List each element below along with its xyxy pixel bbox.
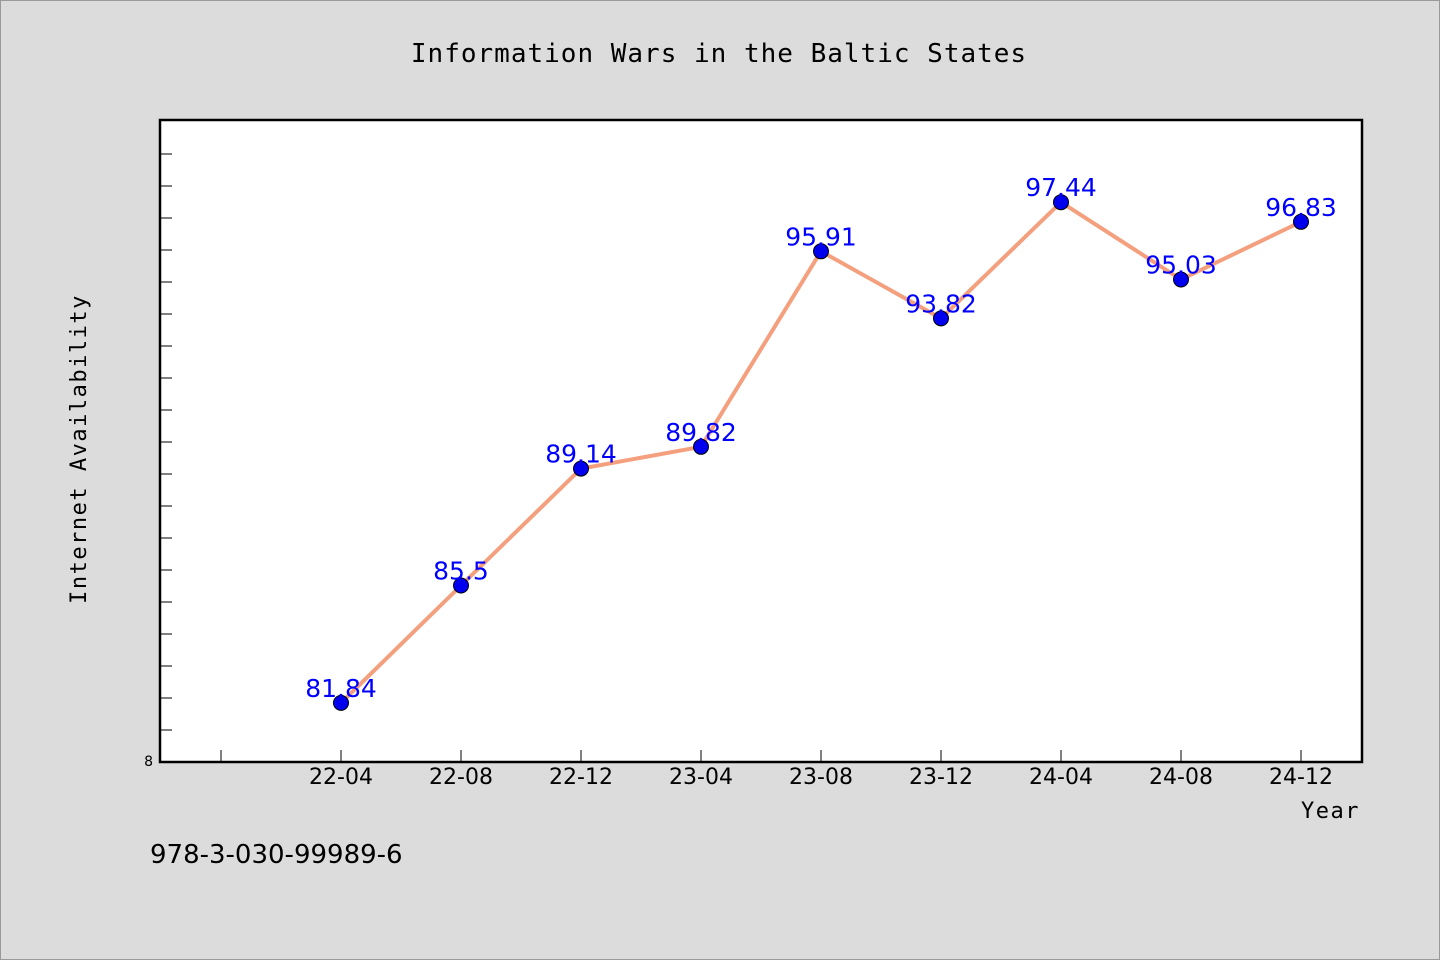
x-tick-labels: 22-04 22-08 22-12 23-04 23-08 23-12 24-04 24-08… (309, 765, 1333, 790)
data-point (693, 438, 709, 455)
data-label: 81.84 (305, 674, 377, 703)
plot-area (158, 118, 1364, 764)
data-point (813, 243, 829, 260)
data-label: 95.03 (1145, 251, 1217, 280)
data-point (1293, 213, 1309, 230)
isbn-text: 978-3-030-99989-6 (150, 840, 403, 870)
x-tick-label: 24-12 (1269, 765, 1333, 790)
data-point (933, 310, 949, 327)
x-tick-label: 22-08 (429, 765, 493, 790)
data-point (453, 577, 469, 594)
data-point (333, 694, 349, 711)
x-axis-label: Year (1301, 799, 1360, 824)
x-tick-label: 22-12 (549, 765, 613, 790)
data-label: 85.5 (433, 557, 489, 586)
y-axis-label: Internet Availability (67, 294, 92, 604)
x-axis-ticks (220, 750, 1302, 762)
x-tick-label: 24-04 (1029, 765, 1093, 790)
x-tick-label: 24-08 (1149, 765, 1213, 790)
data-label: 89.14 (545, 440, 617, 469)
y-tick-label: 8 (144, 754, 153, 770)
data-label: 97.44 (1025, 173, 1097, 202)
data-label: 96.83 (1265, 193, 1337, 222)
x-tick-label: 23-04 (669, 765, 733, 790)
x-tick-label: 23-12 (909, 765, 973, 790)
x-tick-label: 23-08 (789, 765, 853, 790)
chart-title: Information Wars in the Baltic States (411, 39, 1027, 69)
y-axis-ticks (160, 153, 172, 731)
series-markers (333, 194, 1309, 711)
data-label: 93.82 (905, 289, 977, 318)
data-labels: 81.84 85.5 89.14 89.82 95.91 93.82 97.44 95.03 9… (305, 173, 1337, 703)
data-label: 89.82 (665, 418, 737, 447)
x-tick-label: 22-04 (309, 765, 373, 790)
data-point (1173, 271, 1189, 288)
data-label: 95.91 (785, 222, 857, 251)
data-point (573, 460, 589, 477)
data-point (1053, 194, 1069, 211)
